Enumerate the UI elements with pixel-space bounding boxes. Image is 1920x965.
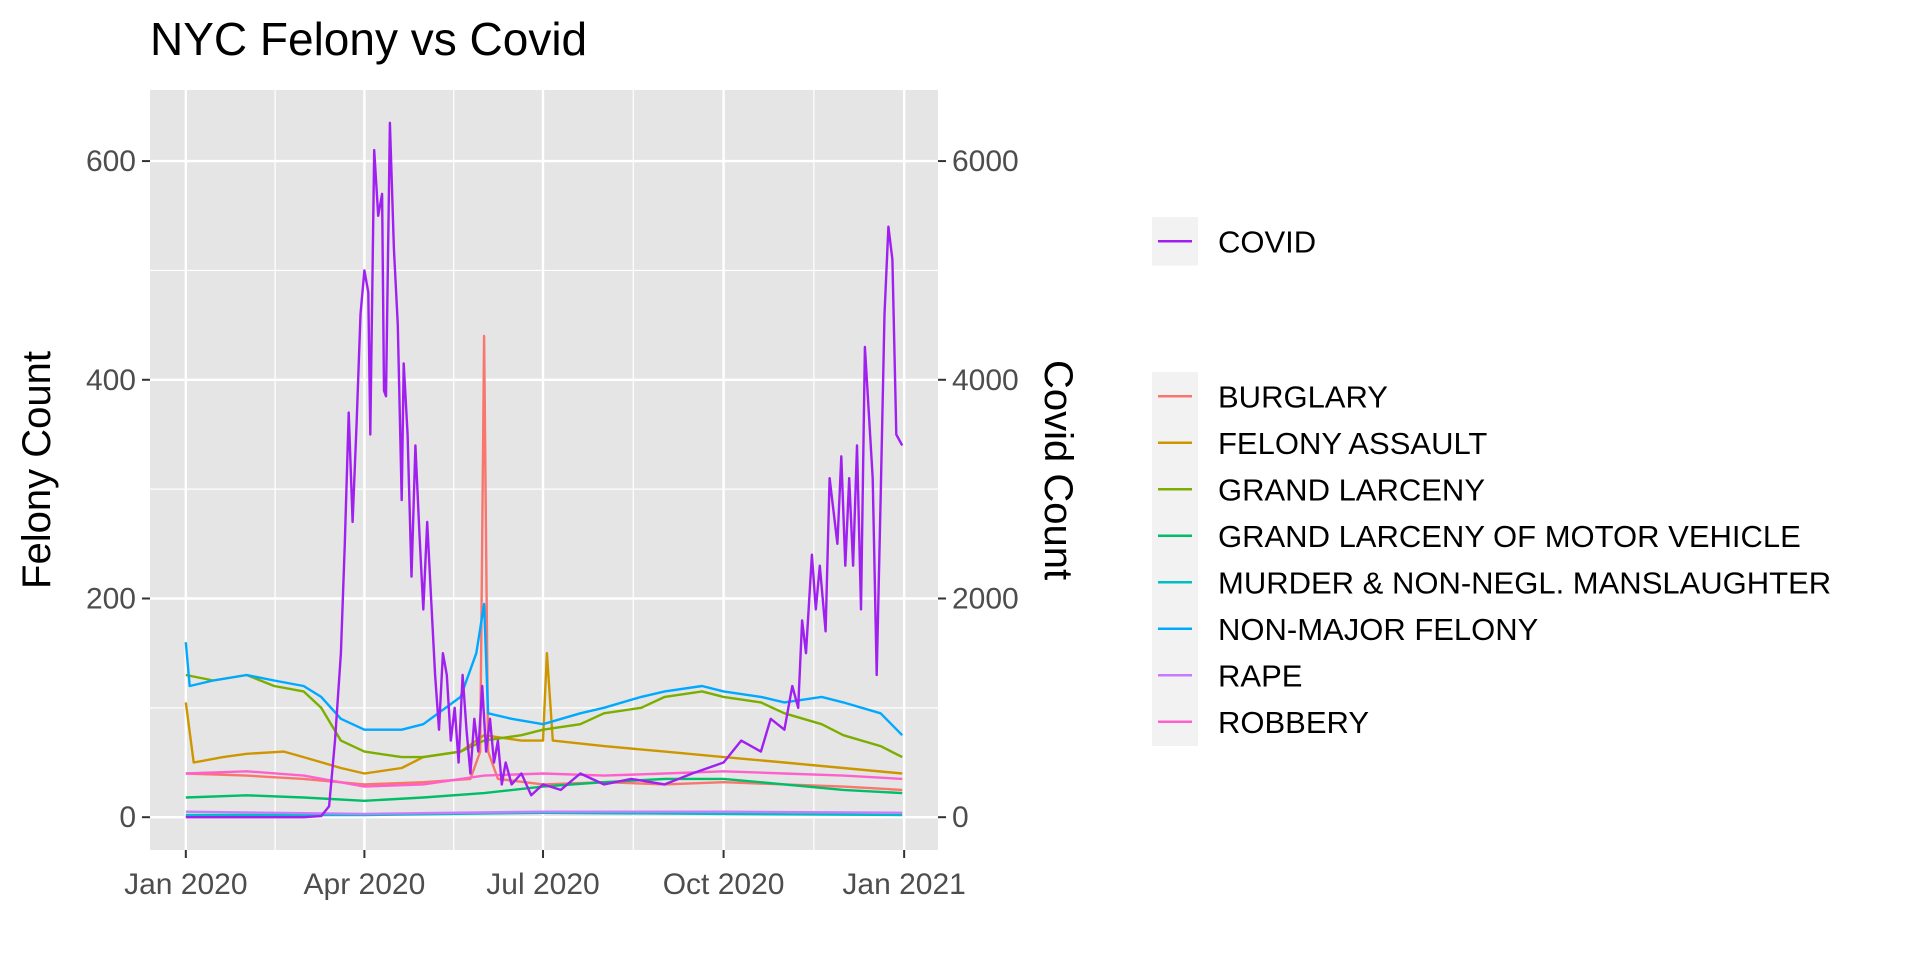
series-line-rape xyxy=(185,810,903,816)
legend-item-label: ROBBERY xyxy=(1218,705,1369,740)
series-lines xyxy=(184,121,904,819)
legend-item-label: BURGLARY xyxy=(1218,379,1388,414)
series-line-grand-larceny xyxy=(185,673,903,759)
chart-title: NYC Felony vs Covid xyxy=(150,13,587,65)
x-tick-label: Jan 2020 xyxy=(124,868,247,901)
y-tick-label: 0 xyxy=(119,801,136,834)
x-tick-label: Oct 2020 xyxy=(663,868,785,901)
legend-item-label: MURDER & NON-NEGL. MANSLAUGHTER xyxy=(1218,565,1831,600)
y-axis-left: 0 200 400 600 xyxy=(86,145,150,834)
y2-tick-label: 2000 xyxy=(952,582,1019,615)
legend-item-label: GRAND LARCENY OF MOTOR VEHICLE xyxy=(1218,519,1801,554)
x-tick-label: Apr 2020 xyxy=(304,868,426,901)
series-line-robbery xyxy=(185,770,903,788)
y-axis-right: 0 2000 4000 6000 xyxy=(938,145,1019,834)
x-tick-label: Jan 2021 xyxy=(842,868,965,901)
series-line-covid xyxy=(185,121,904,819)
legend-item-label: GRAND LARCENY xyxy=(1218,472,1485,507)
legend-covid: COVID xyxy=(1152,217,1316,266)
y-tick-label: 400 xyxy=(86,364,136,397)
legend-item-label: RAPE xyxy=(1218,658,1302,693)
legend-item-label: COVID xyxy=(1218,224,1316,259)
y2-axis-label: Covid Count xyxy=(1036,360,1080,580)
y2-tick-label: 0 xyxy=(952,801,969,834)
y2-tick-label: 6000 xyxy=(952,145,1019,178)
legend-item-label: FELONY ASSAULT xyxy=(1218,426,1487,461)
legend-item-label: NON-MAJOR FELONY xyxy=(1218,612,1538,647)
legend-felony: BURGLARY FELONY ASSAULT GRAND LARCENY GRAND… xyxy=(1152,372,1831,746)
x-axis: Jan 2020 Apr 2020 Jul 2020 Oct 2020 Jan 2021 xyxy=(124,850,966,901)
y-tick-label: 200 xyxy=(86,582,136,615)
y-tick-label: 600 xyxy=(86,145,136,178)
series-line-non-major-felony xyxy=(184,602,904,737)
legend-key-background xyxy=(1152,372,1198,746)
series-line-grand-larceny-of-motor-vehicle xyxy=(185,777,903,802)
y-axis-label: Felony Count xyxy=(15,351,59,589)
x-tick-label: Jul 2020 xyxy=(486,868,599,901)
y2-tick-label: 4000 xyxy=(952,364,1019,397)
